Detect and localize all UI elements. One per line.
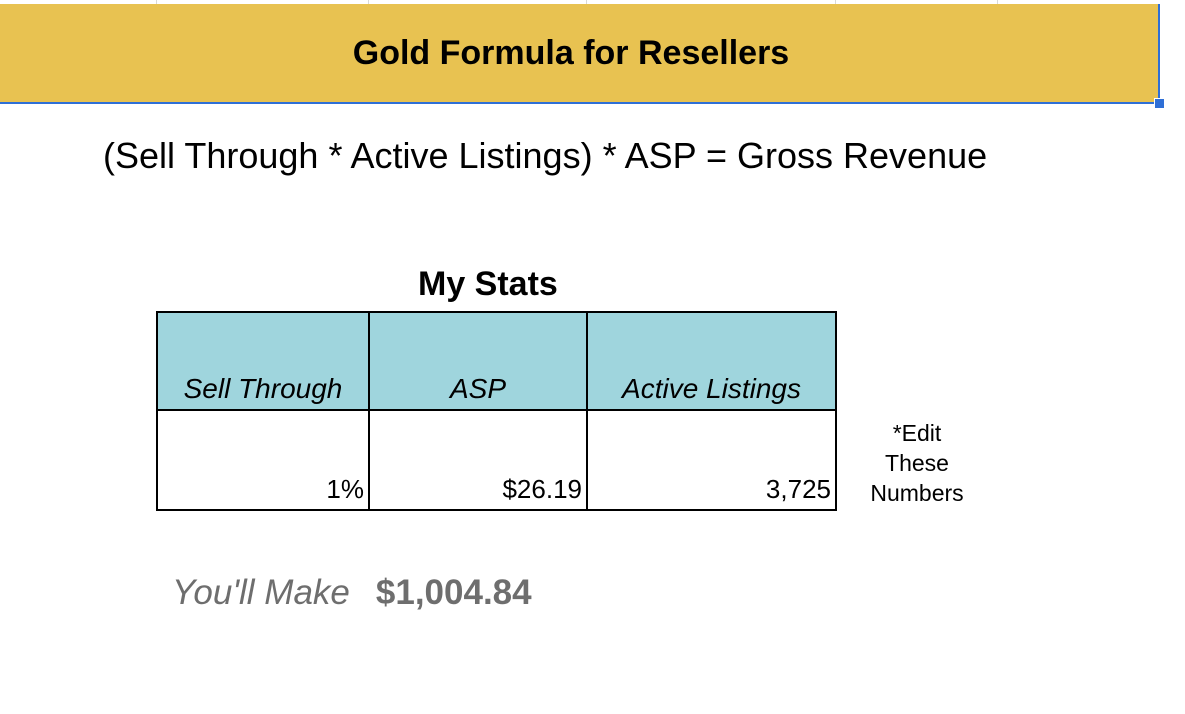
sell-through-input-cell[interactable]: 1% <box>156 409 370 511</box>
edit-note-line: These <box>885 450 949 476</box>
stats-title[interactable]: My Stats <box>418 265 558 303</box>
table-row: 1% $26.19 3,725 <box>156 409 837 511</box>
result-row[interactable]: You'll Make $1,004.84 <box>172 573 532 613</box>
selection-fill-handle[interactable] <box>1154 98 1165 109</box>
sheet-title: Gold Formula for Resellers <box>352 33 790 72</box>
edit-note-line: Numbers <box>870 480 964 506</box>
edit-note-line: *Edit <box>892 420 942 446</box>
asp-input-cell[interactable]: $26.19 <box>368 409 588 511</box>
header-asp[interactable]: ASP <box>368 311 588 411</box>
result-label: You'll Make <box>172 573 350 612</box>
table-header-row: Sell Through ASP Active Listings <box>156 311 837 411</box>
header-active-listings[interactable]: Active Listings <box>586 311 837 411</box>
active-listings-input-cell[interactable]: 3,725 <box>586 409 837 511</box>
column-gridline <box>997 0 998 6</box>
stats-table: Sell Through ASP Active Listings 1% $26.… <box>156 311 837 511</box>
edit-note[interactable]: *Edit These Numbers <box>860 418 974 508</box>
column-gridline <box>835 0 836 6</box>
formula-text[interactable]: (Sell Through * Active Listings) * ASP =… <box>103 135 988 176</box>
column-gridline <box>586 0 587 6</box>
column-gridline <box>368 0 369 6</box>
header-sell-through[interactable]: Sell Through <box>156 311 370 411</box>
result-value: $1,004.84 <box>375 573 532 612</box>
title-cell[interactable]: Gold Formula for Resellers <box>0 4 1160 104</box>
column-gridline <box>156 0 157 6</box>
